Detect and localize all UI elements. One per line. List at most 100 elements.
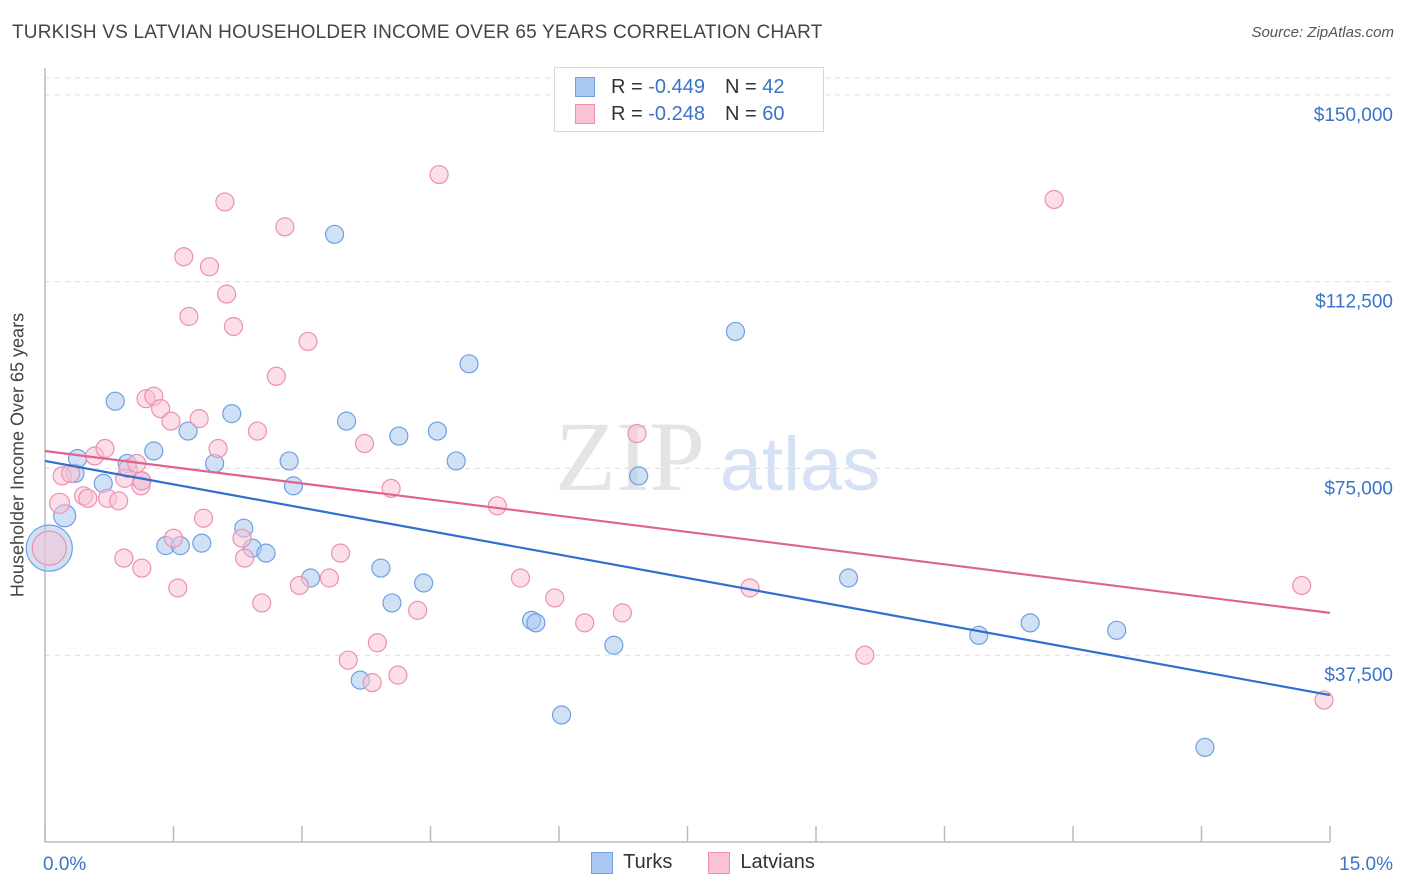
legend-item-latvians[interactable]: Latvians — [708, 851, 815, 874]
latvians-swatch — [575, 104, 595, 124]
turks-point — [459, 354, 479, 374]
turks-point — [551, 705, 572, 725]
latvians-point — [232, 528, 252, 548]
latvians-point — [31, 530, 67, 566]
turks-point — [371, 558, 391, 578]
tick-labels: $37,500 $75,000 $112,500 $150,000 0.0% 15.0% — [43, 105, 1393, 875]
latvians-point — [132, 558, 152, 578]
turks-point — [336, 411, 357, 431]
latvians-point — [330, 543, 351, 563]
legend-r-label: R = — [611, 102, 643, 125]
legend-label-turks: Turks — [623, 851, 673, 873]
latvians-point — [298, 331, 318, 352]
turks-point — [279, 451, 299, 471]
latvians-point — [1292, 575, 1312, 596]
latvians-point — [199, 257, 220, 277]
turks-point — [144, 441, 164, 461]
legend-item-turks[interactable]: Turks — [591, 851, 672, 874]
latvians-point — [289, 575, 310, 596]
turks-point — [604, 635, 624, 655]
axes — [44, 68, 1331, 843]
y-tick-label: $150,000 — [1314, 105, 1393, 126]
latvians-point — [174, 247, 194, 267]
latvians-point — [487, 496, 507, 516]
legend-row-turks: R = -0.449 N = 42 — [575, 74, 784, 100]
latvians-point — [132, 471, 152, 491]
turks-point — [222, 404, 242, 424]
latvians-point — [252, 593, 272, 613]
latvians-point — [151, 399, 171, 419]
turks-point — [1195, 737, 1215, 757]
series-legend: Turks Latvians — [0, 851, 1406, 874]
watermark-atlas: atlas — [720, 422, 881, 507]
legend-r-value: -0.449 — [648, 75, 705, 98]
latvians-point — [408, 600, 428, 620]
latvians-point — [367, 633, 387, 653]
turks-point — [1020, 613, 1040, 633]
chart-source: Source: ZipAtlas.com — [1251, 24, 1394, 41]
latvians-point — [78, 488, 98, 508]
y-tick-label: $75,000 — [1324, 478, 1393, 499]
latvians-point — [275, 217, 295, 237]
chart-title: TURKISH VS LATVIAN HOUSEHOLDER INCOME OV… — [12, 22, 823, 43]
turks-point — [414, 573, 434, 593]
turks-point — [324, 224, 345, 244]
turks-legend-swatch — [591, 851, 614, 874]
latvians-point — [235, 548, 255, 568]
y-tick-label: $112,500 — [1315, 292, 1393, 313]
latvians-point — [163, 528, 184, 548]
legend-n-label: N = — [724, 102, 757, 125]
y-tick-label: $37,500 — [1324, 665, 1393, 686]
latvians-point — [114, 548, 134, 568]
x-tick-label: 15.0% — [1339, 854, 1393, 875]
x-tick-label: 0.0% — [43, 854, 86, 875]
legend-n-value: 60 — [762, 102, 785, 125]
turks-trend-line — [44, 459, 1331, 697]
legend-n-value: 42 — [762, 75, 785, 98]
latvians-point — [338, 650, 358, 670]
turks-point — [838, 568, 859, 588]
stats-legend: R = -0.449 N = 42 R = -0.248 N = 60 — [554, 67, 824, 132]
latvians-point — [612, 603, 632, 623]
turks-point — [105, 391, 125, 411]
watermark: ZIP atlas — [555, 401, 880, 512]
latvians-point — [168, 578, 188, 598]
latvians-point — [208, 438, 228, 459]
latvians-point — [189, 409, 209, 429]
latvians-point — [1044, 189, 1064, 210]
latvians-point — [855, 645, 875, 665]
latvians-point — [109, 491, 129, 511]
latvians-point — [48, 492, 71, 514]
latvians-point — [354, 433, 375, 454]
legend-r-label: R = — [611, 75, 643, 98]
latvians-point — [95, 438, 115, 459]
latvians-point — [545, 588, 565, 608]
latvians-point — [61, 463, 81, 484]
trend-lines — [44, 449, 1331, 697]
latvians-point — [223, 316, 244, 337]
legend-label-latvians: Latvians — [740, 851, 815, 873]
watermark-zip: ZIP — [555, 401, 705, 512]
latvians-point — [627, 423, 647, 444]
latvians-point — [179, 306, 199, 327]
latvians-point — [247, 421, 268, 441]
grid-lines — [45, 77, 1395, 656]
latvians-point — [193, 508, 214, 528]
turks-point — [389, 426, 409, 446]
latvians-point — [510, 568, 531, 588]
latvians-point — [319, 568, 340, 588]
latvians-point — [381, 478, 401, 498]
latvians-legend-swatch — [708, 851, 731, 874]
turks-point — [446, 451, 466, 471]
latvians-point — [217, 284, 237, 304]
latvians-point — [266, 366, 286, 386]
latvians-point — [215, 192, 235, 212]
turks-point — [526, 613, 546, 633]
turks-point — [382, 593, 402, 613]
latvians-point — [362, 673, 382, 693]
turks-swatch — [575, 77, 595, 97]
legend-row-latvians: R = -0.248 N = 60 — [575, 101, 784, 127]
turks-point — [283, 476, 304, 496]
turks-point — [192, 533, 212, 553]
